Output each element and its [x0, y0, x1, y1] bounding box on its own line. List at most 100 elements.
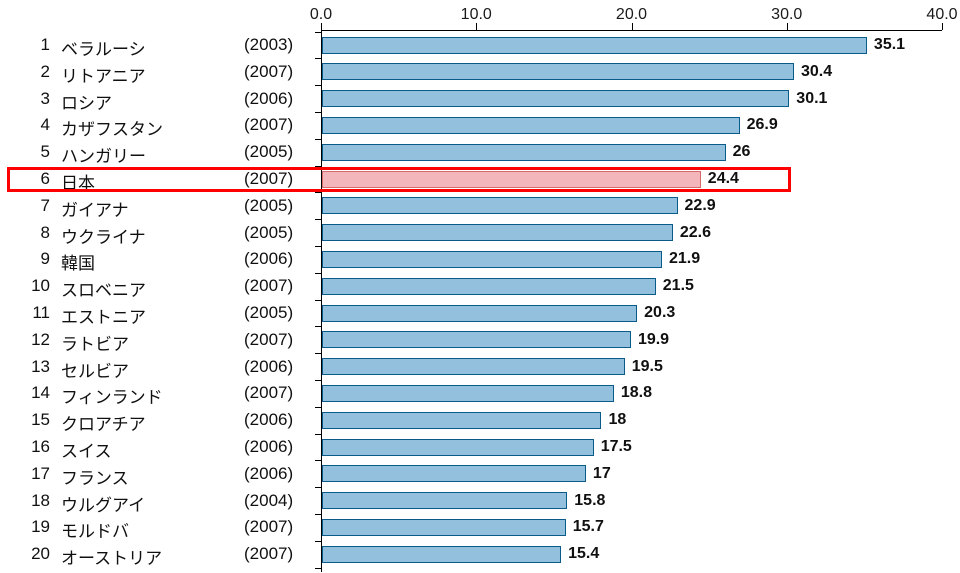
bar [322, 278, 656, 295]
bar [322, 63, 794, 80]
value-label: 15.8 [574, 492, 605, 510]
bar [322, 385, 614, 402]
y-axis-minor-tick [315, 219, 321, 220]
country-label: エストニア [61, 303, 146, 328]
bar [322, 197, 678, 214]
year-label: (2006) [244, 249, 293, 269]
y-axis-minor-tick [315, 487, 321, 488]
rank-number: 3 [0, 89, 50, 109]
country-label: ウルグアイ [61, 491, 145, 516]
value-label: 21.9 [669, 250, 700, 268]
country-label: 韓国 [61, 249, 95, 274]
year-label: (2007) [244, 517, 293, 537]
y-axis-minor-tick [315, 407, 321, 408]
y-axis-line [321, 30, 322, 572]
rank-number: 14 [0, 383, 50, 403]
country-label: クロアチア [61, 410, 146, 435]
rank-number: 15 [0, 410, 50, 430]
year-label: (2007) [244, 330, 293, 350]
y-axis-minor-tick [315, 380, 321, 381]
year-label: (2006) [244, 464, 293, 484]
year-label: (2005) [244, 223, 293, 243]
value-label: 19.9 [638, 331, 669, 349]
rank-number: 6 [0, 169, 50, 189]
rank-number: 13 [0, 357, 50, 377]
country-label: フランス [61, 464, 129, 489]
year-label: (2005) [244, 303, 293, 323]
y-axis-minor-tick [315, 32, 321, 33]
y-axis-minor-tick [315, 514, 321, 515]
value-label: 20.3 [644, 304, 675, 322]
year-label: (2006) [244, 437, 293, 457]
y-axis-minor-tick [315, 541, 321, 542]
year-label: (2005) [244, 196, 293, 216]
rank-number: 19 [0, 517, 50, 537]
bar [322, 90, 789, 107]
country-label: リトアニア [61, 62, 146, 87]
bar [322, 519, 566, 536]
value-label: 26.9 [747, 116, 778, 134]
y-axis-minor-tick [315, 58, 321, 59]
y-axis-minor-tick [315, 166, 321, 167]
rank-number: 11 [0, 303, 50, 323]
x-axis-tick-mark [476, 23, 477, 30]
y-axis-minor-tick [315, 300, 321, 301]
y-axis-minor-tick [315, 353, 321, 354]
value-label: 15.7 [573, 518, 604, 536]
value-label: 17 [593, 465, 611, 483]
value-label: 17.5 [601, 438, 632, 456]
bar-highlight [322, 171, 701, 188]
bar [322, 305, 637, 322]
y-axis-minor-tick [315, 326, 321, 327]
x-axis-tick-label: 10.0 [461, 6, 492, 24]
rank-number: 20 [0, 544, 50, 564]
bar [322, 358, 625, 375]
bar [322, 331, 631, 348]
year-label: (2007) [244, 169, 293, 189]
year-label: (2006) [244, 410, 293, 430]
value-label: 30.1 [796, 90, 827, 108]
country-label: ロシア [61, 89, 112, 114]
y-axis-minor-tick [315, 273, 321, 274]
country-label: セルビア [61, 357, 129, 382]
country-label: モルドバ [61, 517, 129, 542]
value-label: 30.4 [801, 63, 832, 81]
year-label: (2007) [244, 276, 293, 296]
rank-number: 10 [0, 276, 50, 296]
value-label: 18.8 [621, 384, 652, 402]
rank-number: 17 [0, 464, 50, 484]
y-axis-minor-tick [315, 112, 321, 113]
country-label: 日本 [61, 169, 95, 194]
value-label: 19.5 [632, 358, 663, 376]
bar [322, 546, 561, 563]
bar [322, 412, 601, 429]
country-label: ラトビア [61, 330, 129, 355]
rank-number: 7 [0, 196, 50, 216]
y-axis-minor-tick [315, 85, 321, 86]
x-axis-tick-label: 40.0 [926, 6, 957, 24]
country-label: フィンランド [61, 383, 163, 408]
y-axis-minor-tick [315, 434, 321, 435]
year-label: (2007) [244, 62, 293, 82]
rank-number: 1 [0, 35, 50, 55]
year-label: (2007) [244, 115, 293, 135]
value-label: 21.5 [663, 277, 694, 295]
country-label: ハンガリー [61, 142, 146, 167]
value-label: 35.1 [874, 36, 905, 54]
country-label: ウクライナ [61, 223, 146, 248]
y-axis-minor-tick [315, 139, 321, 140]
value-label: 22.9 [685, 197, 716, 215]
x-axis-tick-mark [632, 23, 633, 30]
year-label: (2007) [244, 383, 293, 403]
year-label: (2006) [244, 89, 293, 109]
year-label: (2007) [244, 544, 293, 564]
bar [322, 37, 867, 54]
rank-number: 5 [0, 142, 50, 162]
bar [322, 144, 726, 161]
bar [322, 251, 662, 268]
y-axis-minor-tick [315, 192, 321, 193]
x-axis-tick-label: 0.0 [310, 6, 332, 24]
x-axis-line [321, 30, 942, 31]
bar [322, 439, 594, 456]
country-label: ベラルーシ [61, 35, 146, 60]
